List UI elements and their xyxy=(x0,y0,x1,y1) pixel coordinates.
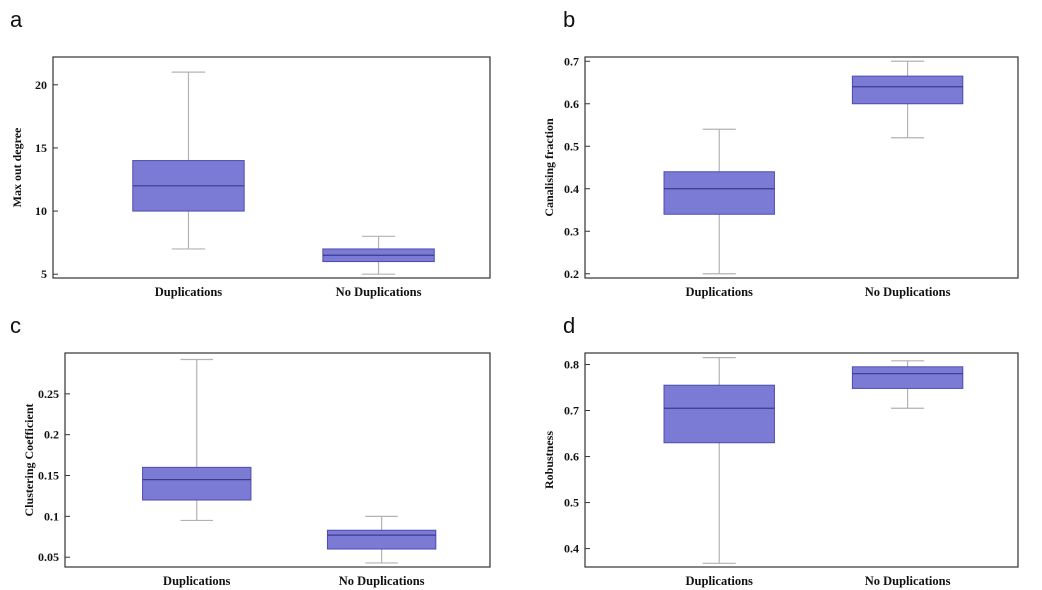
y-axis-label: Robustness xyxy=(542,431,556,489)
y-tick-label: 15 xyxy=(35,141,47,155)
y-tick-label: 0.1 xyxy=(44,509,59,523)
y-tick-label: 0.15 xyxy=(38,469,59,483)
y-tick-label: 0.5 xyxy=(564,139,579,153)
iqr-box xyxy=(326,529,437,550)
iqr-box xyxy=(851,75,964,105)
x-category-label: Duplications xyxy=(686,285,754,299)
iqr-box xyxy=(663,384,775,444)
panel-b: b 0.2 0.3 0.4 0.5 0.6 0.7 Canalising fraction Du… xyxy=(542,7,1019,299)
y-tick-label: 10 xyxy=(35,204,47,218)
x-category-label: Duplications xyxy=(686,574,754,588)
y-tick-label: 0.6 xyxy=(564,97,579,111)
box-no-duplications xyxy=(851,360,964,409)
y-tick-label: 0.8 xyxy=(564,358,579,372)
y-tick-label: 0.4 xyxy=(564,182,579,196)
y-tick-label: 0.25 xyxy=(38,387,59,401)
box-no-duplications xyxy=(851,60,964,139)
y-tick-label: 0.6 xyxy=(564,450,579,464)
box-duplications xyxy=(663,128,775,275)
plot-frame xyxy=(52,56,491,279)
panel-letter: a xyxy=(10,7,23,32)
x-category-label: Duplications xyxy=(155,285,223,299)
box-no-duplications xyxy=(322,235,435,275)
y-tick-label: 0.7 xyxy=(564,54,579,68)
plot-frame xyxy=(64,352,491,568)
plot-frame xyxy=(584,56,1019,279)
y-tick-label: 0.3 xyxy=(564,224,579,238)
iqr-box xyxy=(851,366,964,389)
x-category-label: Duplications xyxy=(163,574,231,588)
y-tick-label: 0.2 xyxy=(44,428,59,442)
y-tick-label: 0.2 xyxy=(564,267,579,281)
panel-letter: d xyxy=(563,313,575,338)
y-tick-label: 20 xyxy=(35,78,47,92)
y-tick-label: 0.4 xyxy=(564,542,579,556)
box-duplications xyxy=(132,71,245,250)
y-tick-label: 5 xyxy=(41,267,47,281)
box-duplications xyxy=(142,358,252,522)
y-tick-label: 0.5 xyxy=(564,496,579,510)
iqr-box xyxy=(663,171,775,215)
box-duplications xyxy=(663,357,775,564)
y-axis-label: Max out degree xyxy=(10,127,24,207)
y-axis-label: Clustering Coefficient xyxy=(22,404,36,517)
plot-frame xyxy=(584,352,1019,568)
iqr-box xyxy=(142,466,252,501)
box-no-duplications xyxy=(326,515,437,564)
x-category-label: No Duplications xyxy=(336,285,422,299)
panel-letter: c xyxy=(10,313,21,338)
y-tick-label: 0.7 xyxy=(564,404,579,418)
x-category-label: No Duplications xyxy=(339,574,425,588)
y-tick-label: 0.05 xyxy=(38,550,59,564)
x-category-label: No Duplications xyxy=(865,574,951,588)
panel-letter: b xyxy=(563,7,575,32)
x-category-label: No Duplications xyxy=(865,285,951,299)
panel-a: a 5 10 15 20 Max out degree Duplications No Dup… xyxy=(10,7,491,299)
panel-d: d 0.4 0.5 0.6 0.7 0.8 Robustness Duplications No… xyxy=(542,313,1019,588)
y-axis-label: Canalising fraction xyxy=(542,118,556,217)
